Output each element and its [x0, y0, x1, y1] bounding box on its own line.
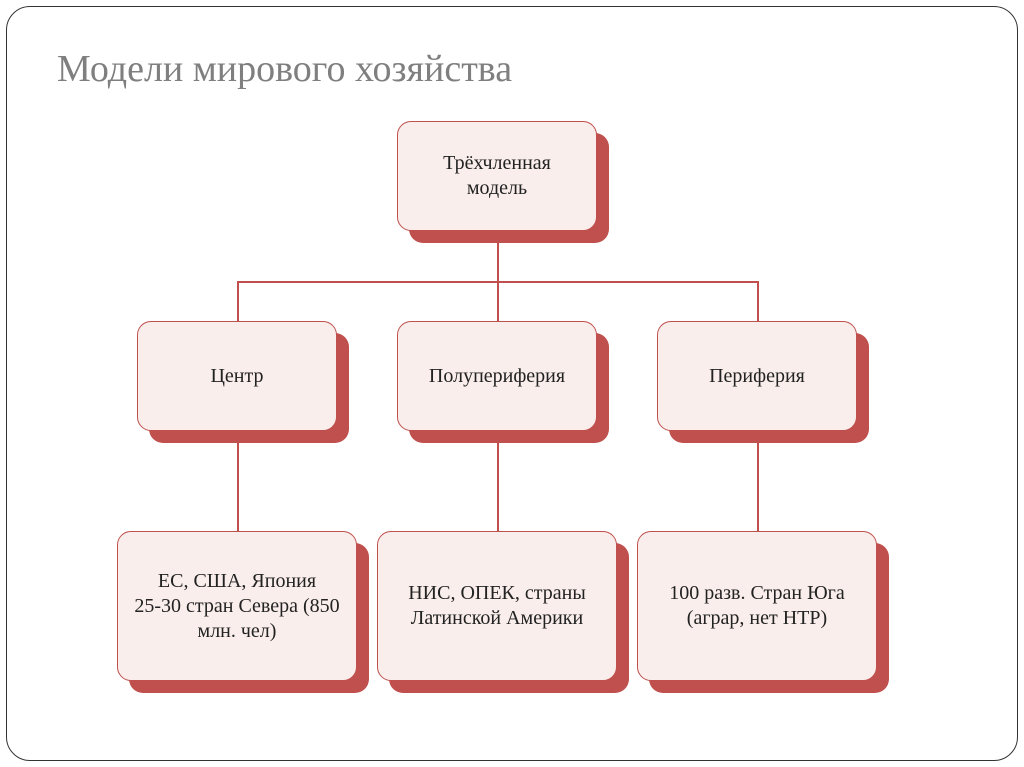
node-l3: 100 разв. Стран Юга (аграр, нет НТР) [637, 531, 877, 681]
node-box: Полупериферия [397, 321, 597, 431]
node-box: Центр [137, 321, 337, 431]
node-box: ЕС, США, Япония25-30 стран Севера (850 м… [117, 531, 357, 681]
slide-frame: Модели мирового хозяйства Трёхчленная мо… [6, 6, 1018, 761]
node-root: Трёхчленная модель [397, 121, 597, 231]
slide-title: Модели мирового хозяйства [57, 47, 967, 91]
node-box: НИС, ОПЕК, страны Латинской Америки [377, 531, 617, 681]
node-c3: Периферия [657, 321, 857, 431]
node-box: 100 разв. Стран Юга (аграр, нет НТР) [637, 531, 877, 681]
node-c2: Полупериферия [397, 321, 597, 431]
org-chart: Трёхчленная модель Центр Полупериферия Пери… [57, 121, 967, 701]
node-c1: Центр [137, 321, 337, 431]
node-box: Периферия [657, 321, 857, 431]
connector [237, 281, 239, 321]
connector [497, 431, 499, 531]
connector [757, 431, 759, 531]
connector [237, 431, 239, 531]
connector [757, 281, 759, 321]
connector [497, 281, 499, 321]
node-l2: НИС, ОПЕК, страны Латинской Америки [377, 531, 617, 681]
node-l1: ЕС, США, Япония25-30 стран Севера (850 м… [117, 531, 357, 681]
node-box: Трёхчленная модель [397, 121, 597, 231]
